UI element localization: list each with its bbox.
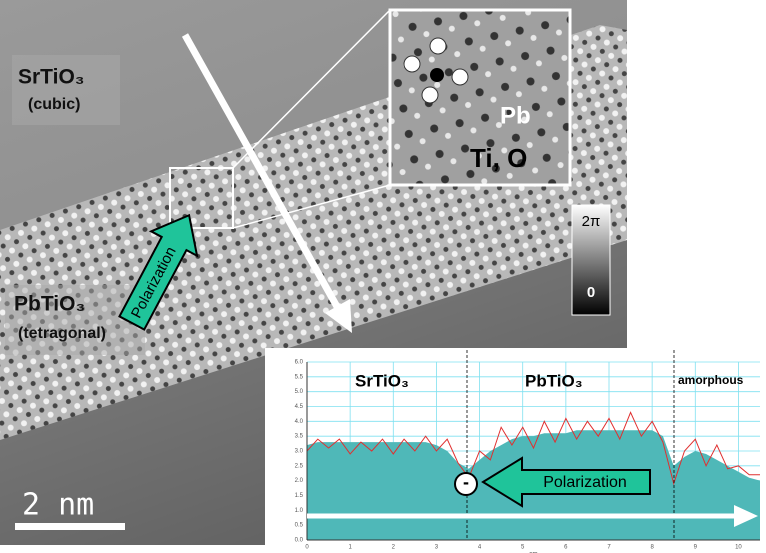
region-label: amorphous bbox=[678, 373, 744, 387]
atom bbox=[404, 56, 420, 72]
region-label: SrTiO₃ bbox=[355, 371, 409, 390]
scale-bar bbox=[15, 523, 125, 530]
layer-phase: (cubic) bbox=[28, 96, 80, 113]
colorbar-label: 0 bbox=[587, 284, 595, 301]
y-tick-label: 3.0 bbox=[295, 449, 304, 455]
y-tick-label: 1.5 bbox=[295, 493, 304, 499]
y-tick-label: 1.0 bbox=[295, 508, 304, 514]
profile-chart: 0.00.51.01.52.02.53.03.54.04.55.05.56.00… bbox=[265, 348, 766, 553]
atom bbox=[452, 69, 468, 85]
layer-label: PbTiO₃ bbox=[14, 293, 85, 316]
charge-label: - bbox=[463, 472, 469, 492]
x-tick-label: 10 bbox=[735, 545, 742, 551]
zoom-label: Pb bbox=[500, 102, 531, 129]
y-tick-label: 6.0 bbox=[295, 360, 304, 366]
y-tick-label: 0.0 bbox=[295, 538, 304, 544]
layer-phase: (tetragonal) bbox=[18, 325, 106, 342]
y-tick-label: 2.5 bbox=[295, 463, 304, 469]
atom bbox=[422, 87, 438, 103]
chart-polarization-label: Polarization bbox=[543, 474, 627, 491]
y-tick-label: 4.0 bbox=[295, 419, 304, 425]
region-label: PbTiO₃ bbox=[525, 371, 583, 390]
figure: Pb Ti, O SrTiO₃ (cubic) PbTiO₃ (tetragon… bbox=[0, 0, 766, 553]
scale-bar-label: 2 nm bbox=[22, 488, 94, 523]
y-tick-label: 0.5 bbox=[295, 523, 304, 529]
atom bbox=[430, 38, 446, 54]
y-tick-label: 5.0 bbox=[295, 389, 304, 395]
y-tick-label: 5.5 bbox=[295, 374, 304, 380]
zoom-label: Ti, O bbox=[470, 143, 527, 173]
atom bbox=[430, 68, 444, 82]
layer-label: SrTiO₃ bbox=[18, 66, 85, 89]
y-tick-label: 4.5 bbox=[295, 404, 304, 410]
colorbar-label: 2π bbox=[582, 213, 601, 230]
y-tick-label: 3.5 bbox=[295, 434, 304, 440]
y-tick-label: 2.0 bbox=[295, 478, 304, 484]
